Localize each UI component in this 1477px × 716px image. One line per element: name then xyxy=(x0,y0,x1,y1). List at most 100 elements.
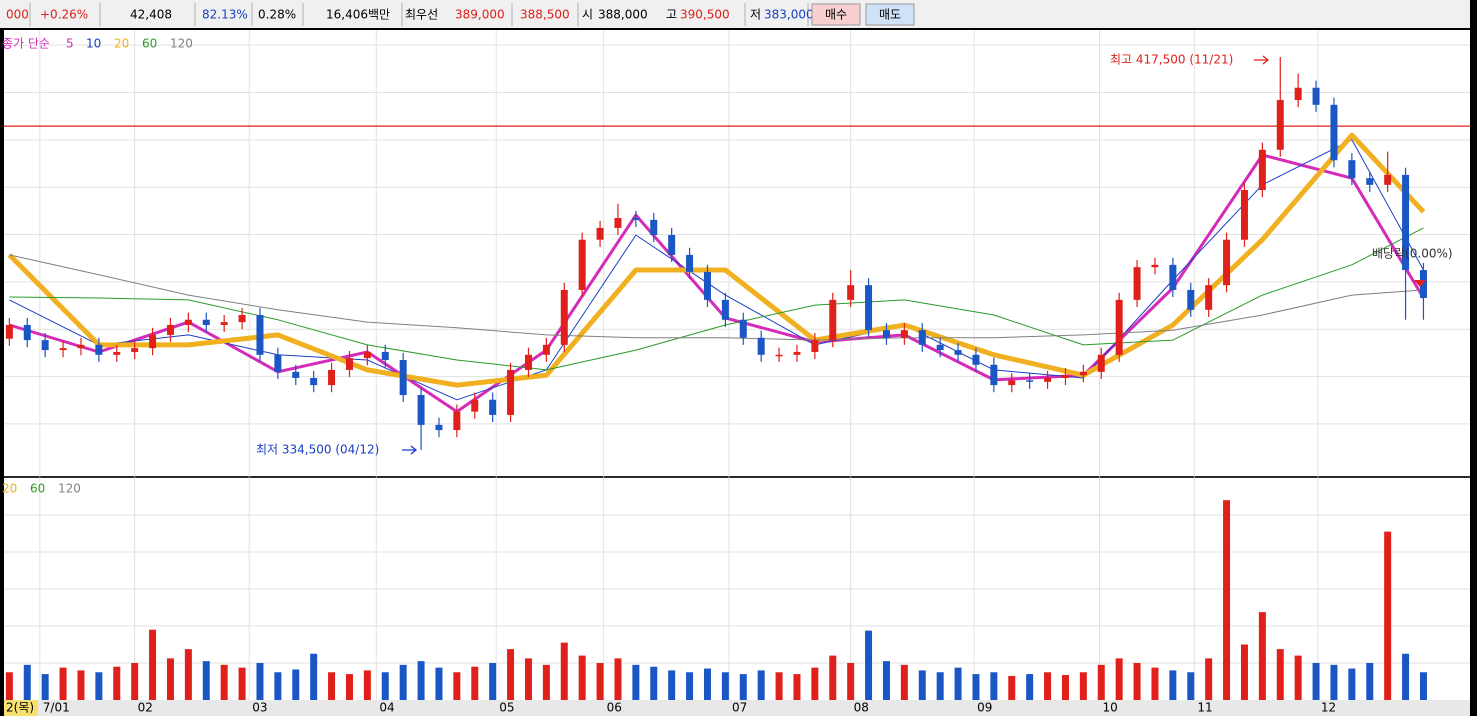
volume-bar xyxy=(936,672,944,700)
candle-body xyxy=(202,319,210,325)
volume-bar xyxy=(23,664,31,700)
volume-bar xyxy=(703,668,711,700)
candle-body xyxy=(972,354,980,365)
moving-average xyxy=(7,132,1426,388)
candle-body xyxy=(1294,87,1302,101)
volume-bar xyxy=(149,629,157,700)
candle-body xyxy=(686,254,694,272)
volume-bar xyxy=(686,672,694,700)
candle-body xyxy=(614,217,622,228)
candle-body xyxy=(739,319,747,338)
x-tick-label: 11 xyxy=(1197,701,1212,715)
candle-body xyxy=(775,354,783,357)
volume-bar xyxy=(1026,674,1034,700)
volume-bar xyxy=(614,658,622,700)
candle-body xyxy=(1008,380,1016,386)
candle-body xyxy=(220,322,228,325)
header-item: 16,406백만 xyxy=(326,8,390,22)
volume-bar xyxy=(310,653,318,700)
candle-body xyxy=(1151,264,1159,268)
candle-body xyxy=(865,285,873,331)
x-tick-label: 07 xyxy=(732,701,747,715)
header-button[interactable]: 매도 xyxy=(879,8,901,22)
volume-bar xyxy=(650,666,658,700)
volume-bar xyxy=(381,672,389,700)
candle-body xyxy=(1026,380,1034,382)
x-tick-label: 03 xyxy=(252,701,267,715)
volume-bar xyxy=(1419,672,1427,700)
candle-body xyxy=(668,235,676,255)
candle-body xyxy=(990,364,998,386)
header-button-bg xyxy=(865,3,915,26)
volume-bar xyxy=(1008,675,1016,700)
candle-body xyxy=(1276,100,1284,150)
volume-bar xyxy=(41,674,49,700)
volume-bar xyxy=(954,667,962,700)
date-label: 2(목) xyxy=(6,701,34,715)
candle-body xyxy=(542,344,550,355)
candle-body xyxy=(41,340,49,351)
candle-body xyxy=(59,348,67,351)
header-button-bg xyxy=(811,3,861,26)
candle-body xyxy=(793,351,801,355)
volume-bar xyxy=(220,664,228,700)
volume-bar xyxy=(256,663,264,700)
candle-body xyxy=(489,399,497,415)
candle-body xyxy=(721,299,729,320)
volume-bar xyxy=(882,661,890,700)
candle-body xyxy=(1205,285,1213,310)
volume-bar xyxy=(1187,672,1195,700)
candle-body xyxy=(1044,377,1052,382)
volume-bar xyxy=(59,667,67,700)
header-item: +0.26% xyxy=(40,8,88,22)
candle-body xyxy=(1240,190,1248,240)
candle-body xyxy=(918,330,926,345)
volume-bar xyxy=(524,658,532,700)
volume-bar xyxy=(1276,649,1284,700)
x-tick-label: 10 xyxy=(1102,701,1117,715)
x-tick-label: 08 xyxy=(854,701,869,715)
candle-body xyxy=(954,350,962,355)
volume-bar xyxy=(238,667,246,700)
volume-bar xyxy=(578,655,586,700)
candle-body xyxy=(256,315,264,355)
volume-bar xyxy=(865,630,873,700)
header-button[interactable]: 매수 xyxy=(825,8,847,22)
candle-body xyxy=(507,369,515,415)
volume-bar xyxy=(1044,672,1052,700)
volume-bar xyxy=(292,669,300,700)
candle-body xyxy=(149,334,157,349)
candle-body xyxy=(936,344,944,351)
volume-bar xyxy=(328,672,336,700)
x-tick-label: 12 xyxy=(1321,701,1336,715)
dividend-marker xyxy=(1414,280,1426,287)
volume-bar xyxy=(1366,663,1374,700)
candle-body xyxy=(900,330,908,338)
candle-body xyxy=(1312,87,1320,105)
header-item: 시 xyxy=(582,8,593,22)
candle-body xyxy=(703,271,711,300)
x-tick-label: 04 xyxy=(379,701,394,715)
volume-bar xyxy=(990,672,998,700)
volume-bar xyxy=(471,666,479,700)
volume-bar xyxy=(507,649,515,700)
volume-bar xyxy=(829,655,837,700)
volume-bar xyxy=(632,664,640,700)
legend-entry: 5 xyxy=(66,37,74,51)
annotation-dividend: 배당락(0.00%) xyxy=(1372,247,1453,261)
candle-body xyxy=(650,219,658,236)
header-item: 390,500 xyxy=(680,8,730,22)
x-tick-label: 05 xyxy=(499,701,514,715)
candle-body xyxy=(435,424,443,431)
volume-bar xyxy=(1312,663,1320,700)
candle-body xyxy=(471,399,479,412)
volume-bar xyxy=(721,672,729,700)
volume-legend-entry: 20 xyxy=(2,482,17,496)
volume-bar xyxy=(399,664,407,700)
candle-body xyxy=(95,344,103,355)
annotation-low: 최저 334,500 (04/12) xyxy=(256,443,379,457)
annotation-arrow xyxy=(402,445,418,455)
volume-legend-entry: 120 xyxy=(58,482,81,496)
